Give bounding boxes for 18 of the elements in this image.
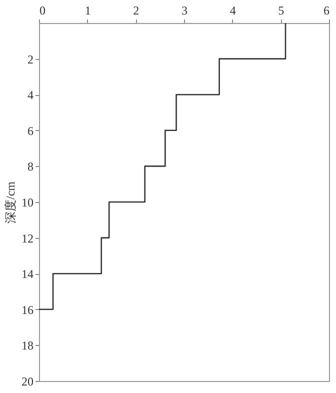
x-tick-label: 6 [324,4,330,18]
x-tick-label: 3 [182,4,188,18]
y-tick-label: 18 [22,338,34,353]
x-tick-label: 4 [230,4,236,18]
y-tick-label: 4 [28,88,34,102]
x-tick-label: 2 [133,4,140,18]
y-tick-label: 14 [22,267,34,282]
y-axis-title: 深度/cm [4,180,18,224]
y-tick-label: 2 [28,52,34,66]
y-tick-label: 10 [22,196,34,210]
x-tick-label: 0 [40,4,46,18]
y-tick-label: 16 [22,302,34,317]
x-tick-label: 1 [84,4,91,18]
x-tick-label: 5 [278,4,284,18]
y-tick-label: 12 [22,231,34,246]
y-tick-label: 8 [28,160,34,174]
y-tick-label: 20 [22,374,34,388]
y-tick-label: 6 [28,124,34,138]
